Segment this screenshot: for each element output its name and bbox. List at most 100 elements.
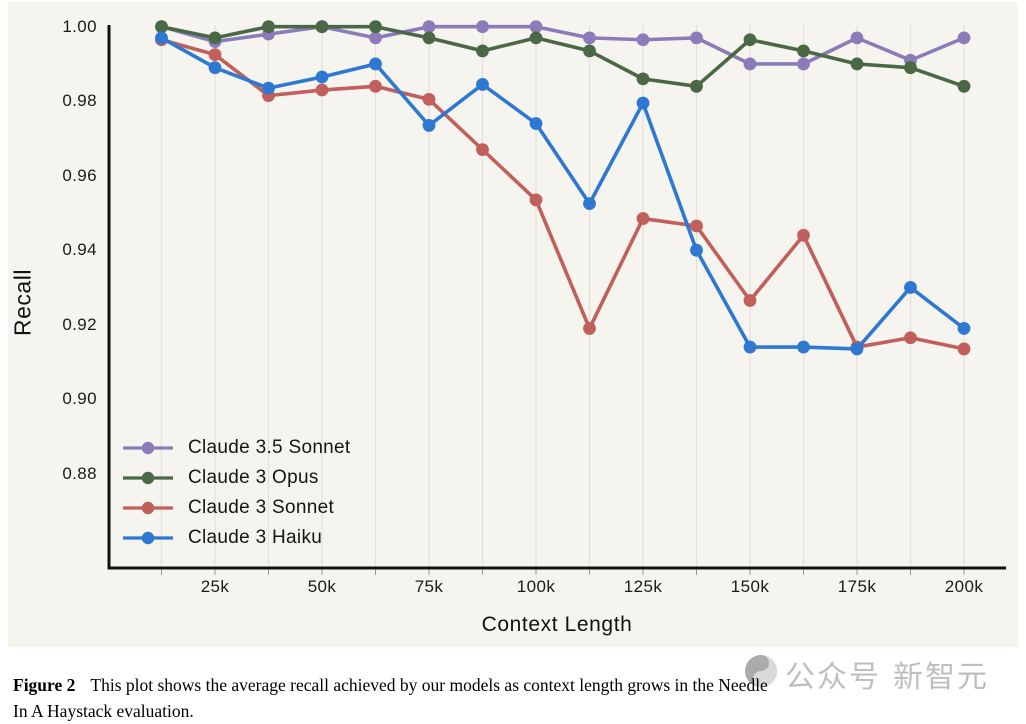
- data-point-claude-3-haiku: [529, 117, 543, 130]
- data-point-claude-3-5-sonnet: [583, 31, 596, 45]
- data-point-claude-3-sonnet: [743, 294, 757, 307]
- data-point-claude-3-opus: [690, 79, 703, 93]
- data-point-claude-3-5-sonnet: [636, 33, 650, 47]
- x-tick-label: 50k: [307, 577, 337, 596]
- data-point-claude-3-haiku: [262, 81, 275, 95]
- data-point-claude-3-haiku: [850, 342, 864, 356]
- data-point-claude-3-opus: [208, 31, 222, 45]
- watermark: 公众号 新智元: [741, 650, 1021, 695]
- x-axis-title: Context Length: [481, 613, 633, 636]
- legend-marker-icon: [123, 531, 173, 545]
- legend-label: Claude 3 Opus: [188, 467, 319, 488]
- data-point-claude-3-opus: [850, 57, 864, 71]
- data-point-claude-3-5-sonnet: [476, 20, 489, 34]
- x-tick-label: 100k: [516, 577, 556, 596]
- data-point-claude-3-haiku: [155, 31, 168, 45]
- data-point-claude-3-haiku: [369, 57, 382, 71]
- data-point-claude-3-sonnet: [636, 212, 650, 225]
- legend-item-claude-3-5-sonnet: Claude 3.5 Sonnet: [122, 433, 351, 463]
- data-point-claude-3-opus: [155, 20, 168, 34]
- x-tick-label: 75k: [414, 577, 444, 596]
- data-point-claude-3-opus: [529, 31, 543, 45]
- data-point-claude-3-haiku: [904, 281, 917, 294]
- data-point-claude-3-5-sonnet: [797, 57, 810, 71]
- data-point-claude-3-5-sonnet: [422, 20, 436, 34]
- chart-panel: [8, 2, 1018, 647]
- data-point-claude-3-sonnet: [369, 79, 382, 93]
- watermark-text-1: 公众号: [785, 660, 881, 695]
- y-tick-label: 0.88: [62, 463, 97, 483]
- series-line-claude-3-opus: [161, 24, 965, 89]
- legend-marker-icon: [123, 441, 173, 455]
- legend-item-claude-3-haiku: Claude 3 Haiku: [122, 523, 351, 553]
- legend-label: Claude 3.5 Sonnet: [188, 437, 351, 458]
- figure-label: Figure 2: [13, 674, 76, 695]
- data-point-claude-3-haiku: [583, 197, 596, 211]
- data-point-claude-3-opus: [422, 31, 436, 45]
- data-point-claude-3-5-sonnet: [957, 31, 971, 45]
- data-point-claude-3-opus: [957, 79, 971, 93]
- y-axis-title: Recall: [9, 269, 36, 336]
- data-point-claude-3-sonnet: [476, 143, 489, 157]
- x-tick-label: 125k: [623, 577, 663, 596]
- data-point-claude-3-sonnet: [315, 83, 329, 97]
- data-point-claude-3-haiku: [690, 243, 703, 257]
- series-line-claude-3-haiku: [160, 36, 966, 351]
- legend-marker-icon: [123, 471, 173, 485]
- data-point-claude-3-sonnet: [422, 92, 436, 106]
- watermark-text-2: 新智元: [893, 660, 989, 695]
- data-point-claude-3-haiku: [743, 340, 757, 354]
- series-line-claude-3-sonnet: [161, 38, 965, 351]
- caption-line-2: In A Haystack evaluation.: [13, 700, 194, 721]
- x-tick-label: 200k: [944, 577, 984, 596]
- caption-line-1: This plot shows the average recall achie…: [90, 674, 768, 695]
- legend-label: Claude 3 Sonnet: [188, 497, 335, 518]
- data-point-claude-3-haiku: [957, 322, 971, 335]
- data-point-claude-3-haiku: [315, 70, 329, 84]
- data-point-claude-3-opus: [262, 20, 275, 34]
- y-tick-label: 0.98: [62, 91, 97, 111]
- plot-svg: [107, 20, 1006, 575]
- data-point-claude-3-sonnet: [529, 193, 543, 207]
- data-point-claude-3-5-sonnet: [690, 31, 703, 45]
- data-point-claude-3-sonnet: [583, 322, 596, 335]
- legend-item-claude-3-sonnet: Claude 3 Sonnet: [122, 493, 351, 523]
- legend-marker-icon: [123, 501, 173, 515]
- x-tick-label: 25k: [200, 577, 230, 596]
- data-point-claude-3-opus: [743, 33, 757, 47]
- data-point-claude-3-5-sonnet: [369, 31, 382, 45]
- data-point-claude-3-opus: [583, 44, 596, 58]
- y-tick-label: 0.96: [62, 165, 97, 185]
- y-tick-label: 1.00: [62, 16, 97, 36]
- data-point-claude-3-5-sonnet: [743, 57, 757, 71]
- figure-caption: Figure 2 This plot shows the average reca…: [13, 672, 1023, 724]
- data-point-claude-3-sonnet: [904, 331, 917, 345]
- data-point-claude-3-5-sonnet: [529, 20, 543, 34]
- y-tick-label: 0.94: [62, 240, 97, 260]
- legend-label: Claude 3 Haiku: [188, 527, 323, 548]
- data-point-claude-3-opus: [369, 20, 382, 34]
- data-point-claude-3-opus: [315, 20, 329, 34]
- data-point-claude-3-haiku: [422, 119, 436, 132]
- data-point-claude-3-haiku: [476, 78, 489, 91]
- data-point-claude-3-haiku: [208, 61, 222, 75]
- data-point-claude-3-opus: [797, 44, 810, 58]
- data-point-claude-3-haiku: [797, 340, 810, 354]
- data-point-claude-3-5-sonnet: [850, 31, 864, 45]
- data-point-claude-3-sonnet: [690, 219, 703, 233]
- legend-item-claude-3-opus: Claude 3 Opus: [122, 463, 351, 493]
- y-tick-label: 0.90: [62, 389, 97, 409]
- data-point-claude-3-sonnet: [797, 228, 810, 242]
- data-point-claude-3-sonnet: [957, 342, 971, 356]
- data-point-claude-3-opus: [476, 44, 489, 58]
- data-point-claude-3-haiku: [636, 96, 650, 110]
- series-line-claude-3-5-sonnet: [161, 24, 965, 66]
- y-tick-label: 0.92: [62, 314, 97, 334]
- x-tick-label: 175k: [837, 577, 877, 596]
- watermark-logo-icon: [745, 655, 777, 687]
- data-point-claude-3-opus: [904, 61, 917, 75]
- data-point-claude-3-sonnet: [208, 48, 222, 62]
- x-tick-label: 150k: [730, 577, 770, 596]
- legend: Claude 3.5 Sonnet Claude 3 Opus Claude 3 S…: [122, 433, 351, 553]
- data-point-claude-3-opus: [636, 72, 650, 86]
